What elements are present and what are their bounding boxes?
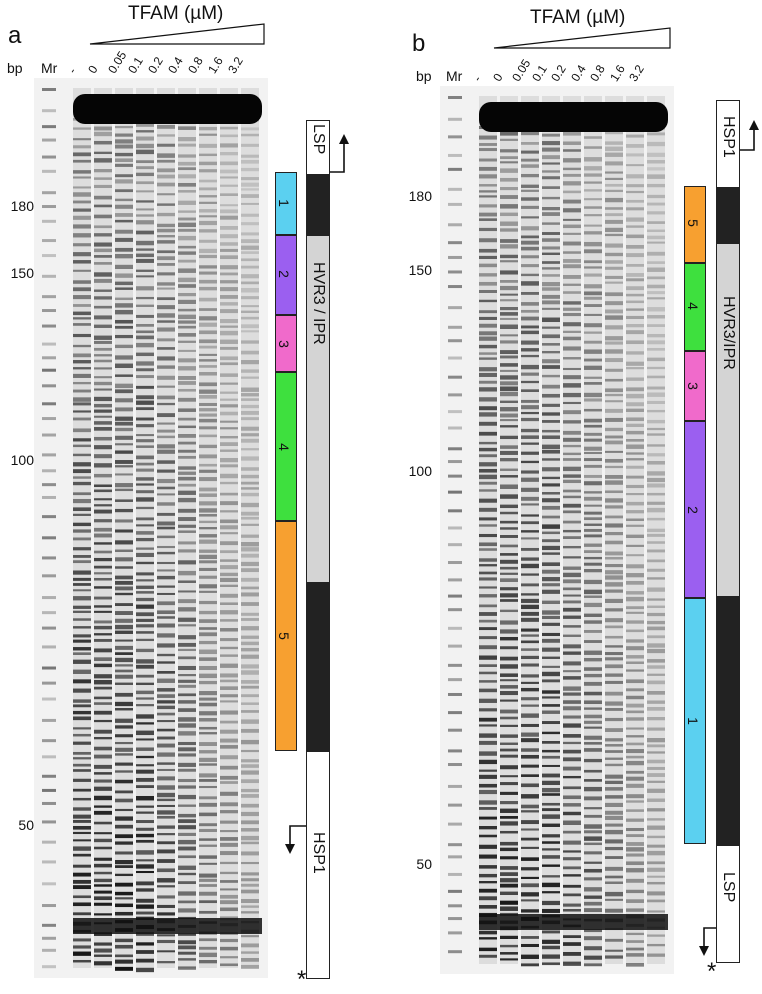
size-marker-100: 100: [10, 452, 34, 468]
bp-label: bp: [7, 60, 23, 76]
dark-region: [716, 188, 740, 243]
lane-label: 0.05: [105, 48, 130, 76]
size-marker-100: 100: [408, 463, 432, 479]
lane-label: 0.05: [509, 56, 534, 84]
lane-label: 0.4: [567, 62, 589, 84]
promoter-arrows: [285, 134, 349, 854]
gel-image: [34, 78, 268, 978]
hsp1-region: [306, 751, 330, 979]
segment-3: 3: [275, 315, 297, 372]
marker-label: Mr: [446, 68, 463, 84]
size-marker-180: 180: [10, 198, 34, 214]
lane-label: 0: [489, 70, 506, 84]
panel-letter: b: [412, 30, 426, 57]
lsp-region: [716, 845, 740, 963]
lane-label: 3.2: [225, 54, 246, 76]
hvr3-ipr-region: [716, 243, 740, 597]
promoter-arrows: [699, 120, 759, 956]
lane-label: 0.2: [145, 54, 166, 76]
lsp-region: [306, 120, 330, 175]
size-marker-50: 50: [416, 856, 432, 872]
tfam-title: TFAM (µM): [128, 3, 224, 24]
concentration-wedge: [493, 27, 671, 49]
size-marker-180: 180: [408, 188, 432, 204]
segment-2: 2: [275, 235, 297, 315]
label-star: *: [297, 966, 307, 993]
lane-label: 0.2: [548, 62, 569, 84]
label-star: *: [707, 958, 717, 985]
concentration-wedge: [89, 23, 265, 45]
segment-2: 2: [684, 421, 706, 598]
segment-4: 4: [684, 263, 706, 351]
size-marker-150: 150: [10, 265, 34, 281]
panel-letter: a: [8, 22, 22, 49]
dark-region: [716, 597, 740, 845]
lane-label: 0.8: [587, 62, 608, 84]
size-marker-150: 150: [408, 262, 432, 278]
segment-3: 3: [684, 351, 706, 421]
hvr3-ipr-region: [306, 235, 330, 583]
bp-label: bp: [416, 68, 432, 84]
gel-image: [440, 86, 674, 974]
lane-label: -: [470, 73, 485, 84]
dark-region: [306, 175, 330, 235]
lane-label: 0: [85, 62, 101, 76]
lane-label: 0.8: [185, 54, 206, 76]
segment-5: 5: [684, 186, 706, 263]
segment-5: 5: [275, 521, 297, 751]
hsp1-region: [716, 100, 740, 188]
lane-label: 1.6: [205, 54, 226, 76]
lane-label: -: [65, 65, 80, 76]
lane-label: 0.4: [165, 54, 186, 76]
lane-label: 1.6: [606, 62, 628, 84]
marker-label: Mr: [41, 60, 58, 76]
tfam-title: TFAM (µM): [530, 7, 626, 28]
segment-4: 4: [275, 372, 297, 521]
segment-1: 1: [275, 172, 297, 235]
dark-region: [306, 583, 330, 751]
segment-1: 1: [684, 598, 706, 844]
size-marker-50: 50: [18, 817, 34, 833]
lane-label: 3.2: [626, 62, 647, 84]
